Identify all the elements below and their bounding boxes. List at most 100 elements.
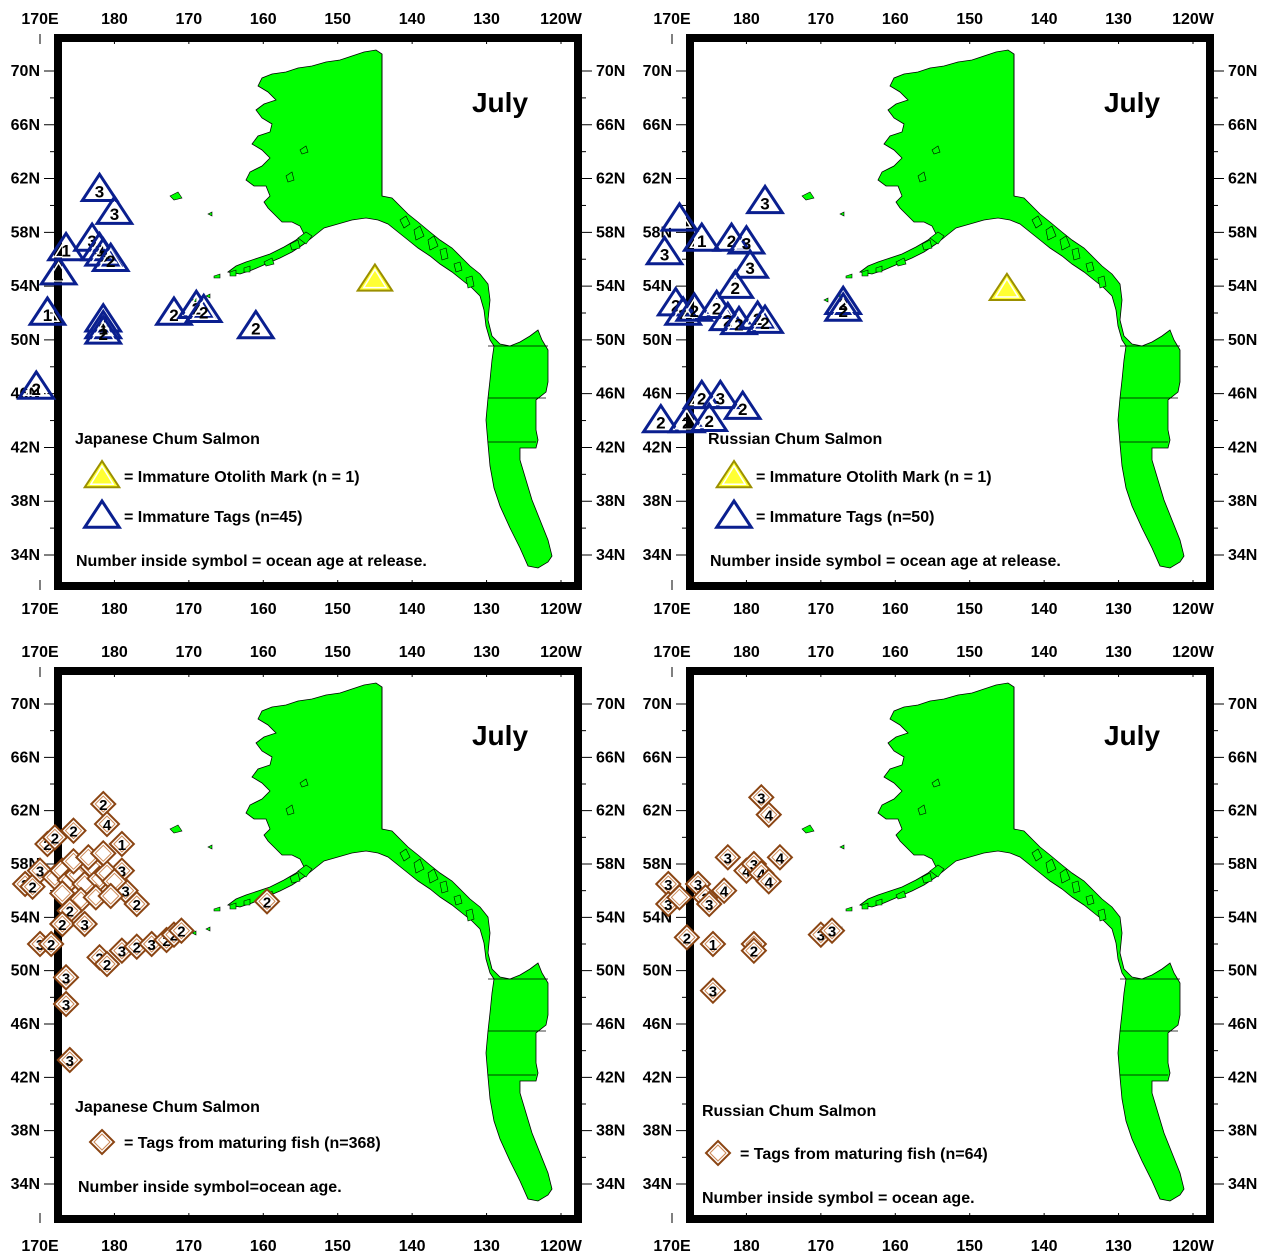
lat-label-left: 50N bbox=[643, 332, 672, 349]
immature-tag-triangle: 2 bbox=[640, 402, 681, 434]
lon-label-bottom: 170E bbox=[653, 601, 691, 618]
mature-tag-diamond: 2 bbox=[89, 790, 117, 818]
lat-label-left: 58N bbox=[643, 856, 672, 873]
lat-label-left: 50N bbox=[643, 963, 672, 980]
island bbox=[1071, 880, 1081, 894]
lon-label-bottom: 150 bbox=[956, 1238, 983, 1255]
lat-label-right: 62N bbox=[596, 171, 625, 188]
island bbox=[1085, 261, 1095, 273]
lat-label-left: 62N bbox=[643, 803, 672, 820]
lat-label-right: 70N bbox=[1228, 696, 1257, 713]
lon-label-top: 160 bbox=[882, 644, 909, 661]
lon-label-bottom: 160 bbox=[250, 601, 277, 618]
lon-label-bottom: 160 bbox=[882, 1238, 909, 1255]
ocean-age-label: 2 bbox=[99, 325, 108, 344]
ocean-age-label: 3 bbox=[62, 997, 70, 1014]
lat-label-right: 62N bbox=[1228, 171, 1257, 188]
island bbox=[453, 894, 463, 906]
lat-label-left: 46N bbox=[11, 1016, 40, 1033]
ocean-age-label: 2 bbox=[731, 279, 740, 298]
island bbox=[845, 273, 853, 279]
lon-label-bottom: 120W bbox=[1172, 601, 1215, 618]
island bbox=[427, 868, 439, 884]
island bbox=[413, 225, 425, 241]
immature-tag-triangle: 3 bbox=[94, 194, 135, 225]
island bbox=[453, 261, 463, 273]
population-title: Russian Chum Salmon bbox=[702, 1103, 876, 1120]
ocean-age-label: 2 bbox=[682, 414, 691, 433]
island bbox=[895, 890, 907, 900]
lat-label-right: 42N bbox=[596, 1069, 625, 1086]
ocean-age-label: 2 bbox=[28, 880, 36, 897]
island bbox=[931, 145, 941, 155]
lon-label-top: 120W bbox=[1172, 11, 1215, 28]
mature-tag-diamond: 3 bbox=[818, 917, 846, 945]
island bbox=[931, 778, 941, 788]
lat-label-right: 34N bbox=[1228, 1176, 1257, 1193]
mature-tag-diamond bbox=[704, 1139, 732, 1167]
lon-label-bottom: 120W bbox=[540, 1238, 583, 1255]
island bbox=[243, 898, 251, 906]
island bbox=[213, 273, 221, 279]
lon-label-top: 170E bbox=[653, 644, 691, 661]
ocean-age-label: 2 bbox=[133, 897, 141, 914]
lat-label-left: 38N bbox=[11, 1123, 40, 1140]
land-alaska-pacific-northwest bbox=[227, 49, 553, 569]
lat-label-right: 58N bbox=[1228, 224, 1257, 241]
island bbox=[213, 906, 221, 912]
lon-label-bottom: 170 bbox=[176, 601, 203, 618]
lat-label-left: 62N bbox=[11, 803, 40, 820]
mature-tag-diamond bbox=[89, 839, 117, 867]
ocean-age-label: 2 bbox=[738, 400, 747, 419]
island bbox=[1045, 225, 1057, 241]
lon-label-bottom: 140 bbox=[399, 1238, 426, 1255]
legend-text: = Immature Tags (n=45) bbox=[124, 509, 302, 526]
ocean-age-label: 1 bbox=[709, 937, 717, 954]
ocean-age-label: 4 bbox=[765, 874, 774, 891]
mature-tag-diamond: 2 bbox=[253, 887, 281, 915]
land-alaska-pacific-northwest bbox=[859, 49, 1185, 569]
lon-label-bottom: 130 bbox=[1105, 1238, 1132, 1255]
lat-label-left: 58N bbox=[11, 224, 40, 241]
lon-label-top: 170E bbox=[653, 11, 691, 28]
immature-tag-triangle: 3 bbox=[700, 378, 741, 410]
lat-label-left: 34N bbox=[11, 1176, 40, 1193]
mature-tag-diamond bbox=[666, 883, 693, 911]
mature-tag-diamond: 3 bbox=[56, 1046, 84, 1074]
map-panel-2: 170E170E18018017017016016015015014014013… bbox=[640, 11, 1257, 618]
lon-label-top: 150 bbox=[324, 644, 351, 661]
immature-tag-triangle: 1 bbox=[27, 295, 68, 326]
lat-label-right: 42N bbox=[1228, 1069, 1257, 1086]
island bbox=[875, 265, 883, 273]
island bbox=[289, 239, 301, 251]
lon-label-bottom: 160 bbox=[250, 1238, 277, 1255]
ocean-age-note: Number inside symbol = ocean age at rele… bbox=[710, 553, 1061, 570]
lat-label-right: 46N bbox=[1228, 1016, 1257, 1033]
legend-text: = Immature Otolith Mark (n = 1) bbox=[124, 469, 360, 486]
island bbox=[207, 211, 213, 217]
ocean-age-label: 3 bbox=[66, 1053, 74, 1070]
island bbox=[299, 778, 309, 788]
month-label: July bbox=[472, 87, 528, 118]
island bbox=[229, 269, 237, 277]
lon-label-bottom: 170E bbox=[21, 601, 59, 618]
legend-text: = Immature Otolith Mark (n = 1) bbox=[756, 469, 992, 486]
island bbox=[823, 297, 829, 303]
immature-tag-triangle: 2 bbox=[823, 291, 864, 322]
island bbox=[299, 145, 309, 155]
ocean-age-label: 2 bbox=[838, 302, 847, 321]
mature-tag-diamond: 4 bbox=[710, 877, 738, 905]
island bbox=[297, 864, 313, 878]
mature-tag-diamond: 4 bbox=[766, 843, 794, 871]
mature-tag-diamond: 2 bbox=[740, 937, 768, 965]
lat-label-right: 50N bbox=[1228, 963, 1257, 980]
lat-label-left: 62N bbox=[11, 171, 40, 188]
lat-label-left: 34N bbox=[643, 1176, 672, 1193]
ocean-age-note: Number inside symbol=ocean age. bbox=[78, 1179, 342, 1196]
lon-label-top: 170 bbox=[176, 644, 203, 661]
lon-label-bottom: 130 bbox=[1105, 601, 1132, 618]
lon-label-bottom: 180 bbox=[101, 1238, 128, 1255]
island bbox=[191, 930, 197, 936]
lon-label-top: 180 bbox=[733, 11, 760, 28]
ocean-age-label: 3 bbox=[660, 246, 669, 265]
